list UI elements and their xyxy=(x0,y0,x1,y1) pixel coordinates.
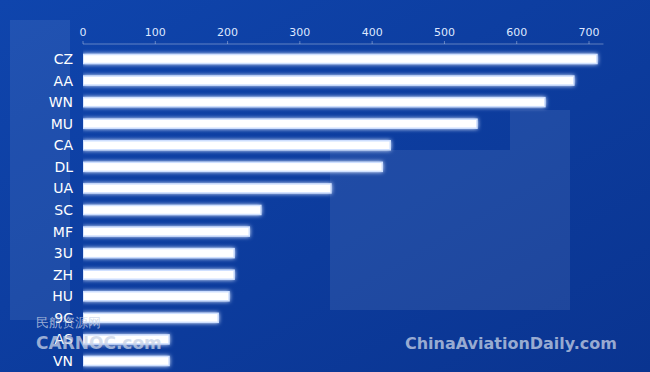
bar xyxy=(83,227,249,236)
watermark: CARNOC.com xyxy=(36,333,162,353)
x-tick-label: 200 xyxy=(217,26,238,39)
background xyxy=(0,0,650,372)
category-label: DL xyxy=(54,159,73,175)
bar xyxy=(83,162,382,171)
bar xyxy=(83,98,545,107)
x-tick-label: 400 xyxy=(362,26,383,39)
x-tick-label: 700 xyxy=(579,26,600,39)
x-tick-label: 0 xyxy=(80,26,87,39)
category-label: AA xyxy=(53,73,73,89)
bar xyxy=(83,292,229,301)
category-label: CA xyxy=(54,137,74,153)
x-tick xyxy=(516,41,517,44)
x-tick xyxy=(372,41,373,44)
building xyxy=(330,150,510,310)
category-label: MU xyxy=(51,116,73,132)
x-tick xyxy=(155,41,156,44)
bar xyxy=(83,270,234,279)
bar xyxy=(83,184,331,193)
bar xyxy=(83,356,169,365)
category-label: WN xyxy=(49,94,73,110)
category-label: HU xyxy=(52,288,73,304)
x-tick xyxy=(83,41,84,44)
bar xyxy=(83,205,261,214)
bar xyxy=(83,76,574,85)
bars xyxy=(83,55,597,366)
category-label: ZH xyxy=(53,267,73,283)
category-label: UA xyxy=(53,180,73,196)
category-label: SC xyxy=(54,202,73,218)
bar xyxy=(83,141,390,150)
category-label: VN xyxy=(53,353,73,369)
chart: 0 100 200 300 400 500 600 700 CZ AA WN MU CA DL UA SC MF… xyxy=(0,0,650,372)
category-label: CZ xyxy=(54,51,73,67)
decoration xyxy=(10,20,570,320)
x-tick xyxy=(299,41,300,44)
x-tick-label: 100 xyxy=(145,26,166,39)
watermark: 民航资源网 xyxy=(36,315,101,330)
category-label: 3U xyxy=(54,245,73,261)
bar xyxy=(83,249,234,258)
x-tick-label: 600 xyxy=(506,26,527,39)
category-label: MF xyxy=(53,224,73,240)
x-tick xyxy=(227,41,228,44)
x-tick-label: 300 xyxy=(289,26,310,39)
bar xyxy=(83,313,218,322)
bar xyxy=(83,119,477,128)
x-tick xyxy=(444,41,445,44)
x-axis-line xyxy=(83,44,603,45)
x-tick xyxy=(589,41,590,44)
watermark: ChinaAviationDaily.com xyxy=(405,334,617,353)
bar xyxy=(83,55,597,64)
x-tick-label: 500 xyxy=(434,26,455,39)
building xyxy=(510,110,570,310)
